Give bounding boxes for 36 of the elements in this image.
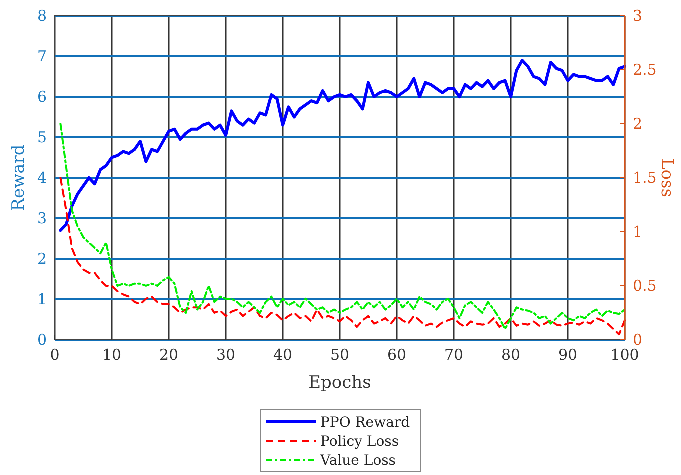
- y2-tick-label: 1.5: [633, 169, 657, 187]
- y-tick-label: 8: [37, 7, 47, 25]
- y2-tick-label: 3: [633, 7, 643, 25]
- x-tick-label: 20: [159, 346, 179, 364]
- legend-label: Policy Loss: [320, 434, 400, 450]
- x-tick-label: 0: [50, 346, 60, 364]
- x-tick-label: 60: [387, 346, 407, 364]
- x-tick-label: 10: [102, 346, 122, 364]
- x-tick-label: 30: [216, 346, 236, 364]
- x-tick-label: 70: [444, 346, 464, 364]
- y-axis-title: Reward: [9, 144, 29, 212]
- y-tick-label: 3: [37, 210, 47, 228]
- x-tick-label: 100: [610, 346, 640, 364]
- x-tick-label: 90: [558, 346, 578, 364]
- legend-label: Value Loss: [320, 453, 396, 469]
- y-tick-label: 5: [37, 128, 47, 146]
- y-tick-label: 7: [37, 48, 47, 66]
- y-tick-label: 4: [37, 169, 47, 187]
- line-series: [59, 59, 626, 232]
- x-tick-label: 40: [273, 346, 293, 364]
- x-tick-label: 80: [501, 346, 521, 364]
- y2-axis-title: Loss: [657, 158, 677, 198]
- y2-tick-label: 1: [633, 223, 643, 241]
- x-axis-title: Epochs: [308, 373, 372, 393]
- line-series: [60, 123, 626, 330]
- y2-tick-label: 2.5: [633, 61, 657, 79]
- x-tick-label: 50: [330, 346, 350, 364]
- y-tick-label: 1: [37, 290, 47, 308]
- legend-label: PPO Reward: [320, 415, 410, 431]
- line-series: [60, 177, 626, 336]
- y-tick-label: 0: [37, 331, 47, 349]
- y-tick-label: 2: [37, 250, 47, 268]
- y-tick-label: 6: [37, 88, 47, 106]
- y2-tick-label: 0.5: [633, 277, 657, 295]
- y2-tick-label: 2: [633, 115, 643, 133]
- y2-tick-label: 0: [633, 331, 643, 349]
